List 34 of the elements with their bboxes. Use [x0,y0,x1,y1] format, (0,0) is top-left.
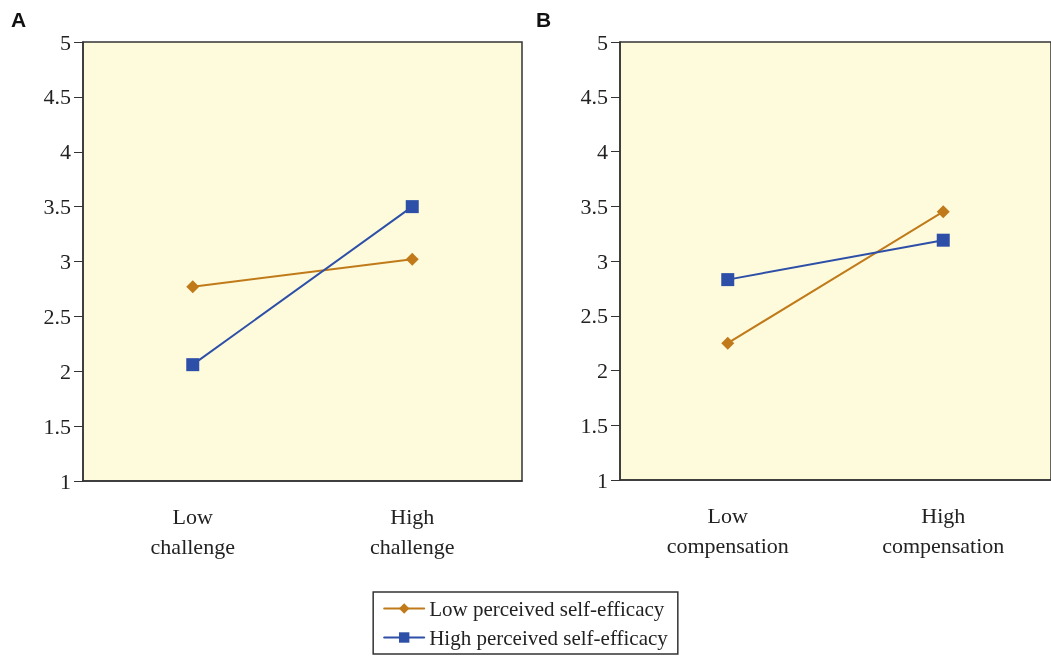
y-tick-label: 4 [597,139,608,164]
y-tick-label: 4.5 [43,84,71,110]
legend-label: High perceived self-efficacy [429,625,669,650]
x-tick-label: Low compensation [666,502,789,558]
y-tick-label: 2.5 [580,303,608,329]
y-tick-label: 4.5 [580,84,608,110]
y-tick-label: 1.5 [43,413,71,439]
chart-title: B [536,8,552,31]
point [936,233,950,247]
y-tick-label: 1 [597,467,608,493]
y-tick-label: 3 [597,248,608,274]
x-tick-label: Low challenge [150,503,235,559]
y-tick-label: 2 [60,358,71,384]
point [405,200,419,214]
y-tick-label: 3 [60,249,71,274]
y-tick-label: 2.5 [43,303,71,329]
legend-label: Low perceived self-efficacy [429,596,665,621]
y-tick-label: 3.5 [580,193,608,219]
y-tick-label: 4 [60,139,71,165]
y-tick-label: 5 [60,29,71,55]
x-tick-label: High compensation [882,502,1005,558]
point [936,205,950,219]
point [721,336,735,350]
chart-title: A [11,8,27,31]
y-tick-label: 5 [597,29,608,55]
y-tick-label: 1 [60,468,71,494]
point [405,252,419,266]
y-tick-label: 2 [597,358,608,383]
y-tick-label: 3.5 [43,194,71,220]
point [721,273,735,287]
y-tick-label: 1.5 [580,412,608,438]
point [186,358,200,372]
x-tick-label: High challenge [370,503,455,559]
point [186,280,200,294]
